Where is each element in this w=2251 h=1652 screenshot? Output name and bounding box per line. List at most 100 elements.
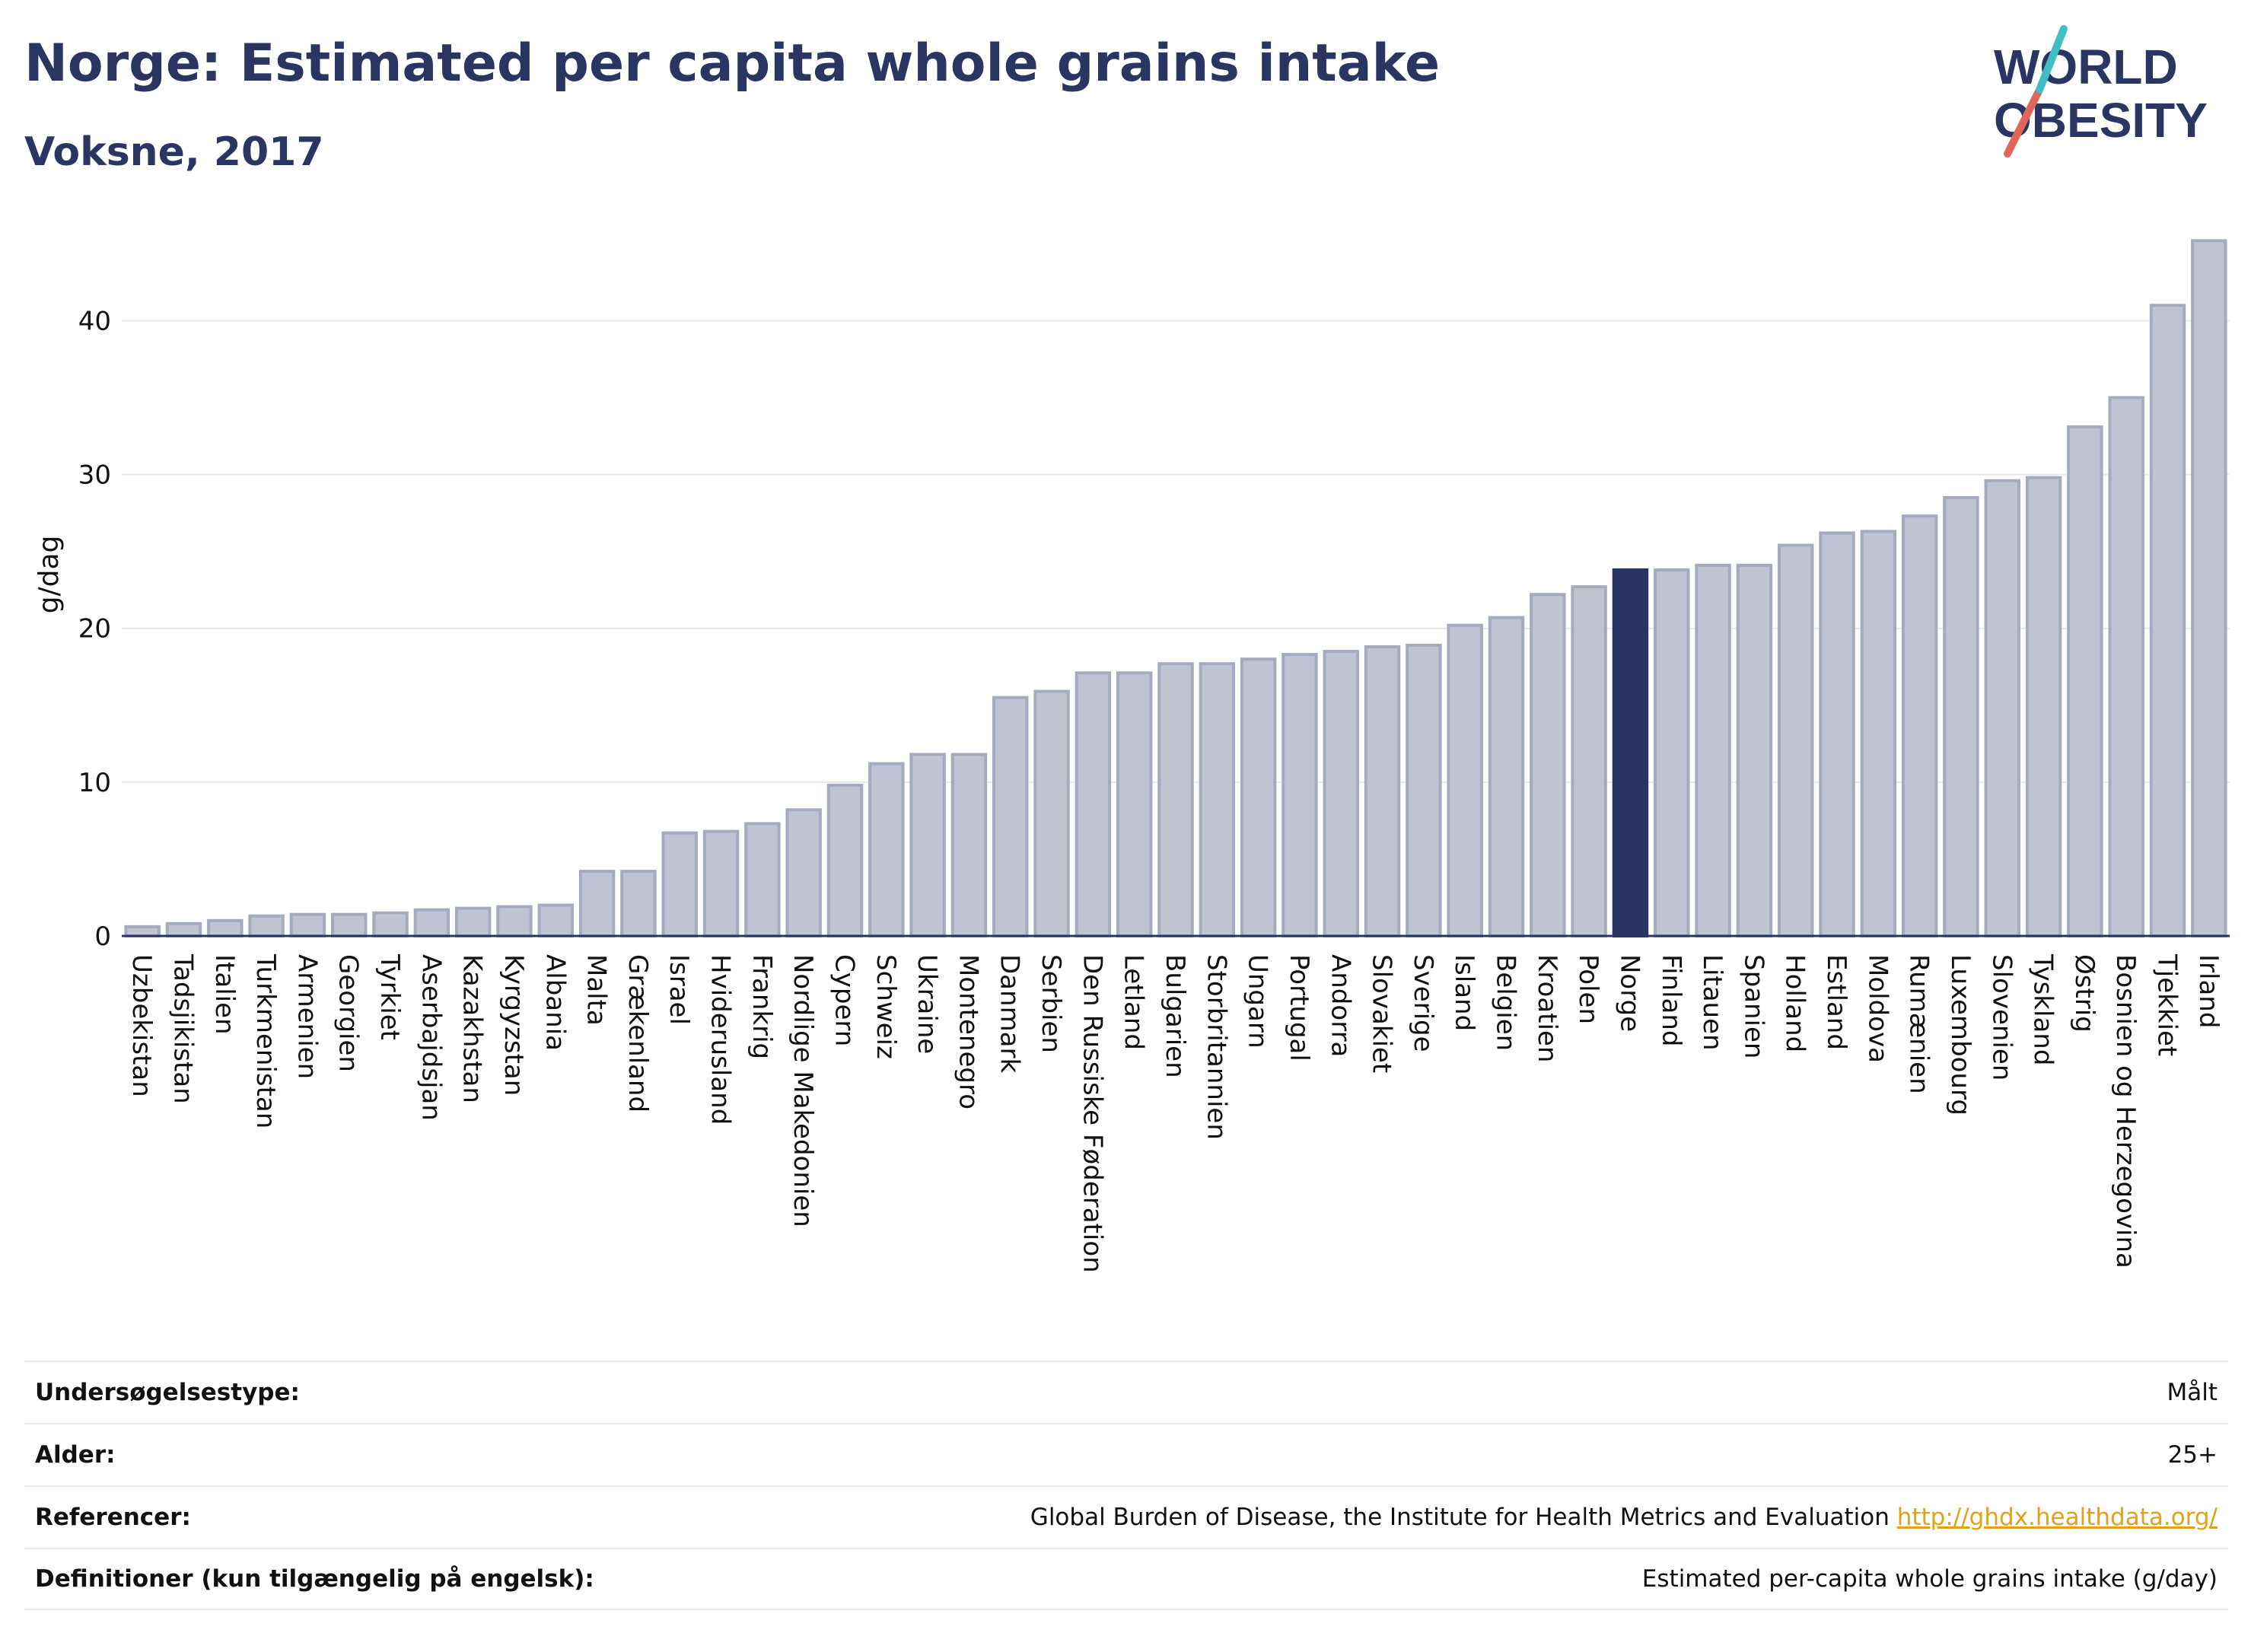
x-tick-label: Irland <box>2193 954 2224 1028</box>
x-tick-label: Georgien <box>333 954 364 1072</box>
x-tick-label: Tjekkiet <box>2152 953 2183 1056</box>
x-tick-label: Tyrkiet <box>374 953 405 1040</box>
bar-rumænien <box>1901 514 1938 937</box>
bar-den-russiske-føderation <box>1075 671 1112 937</box>
x-tick-label: Sverige <box>1408 954 1438 1052</box>
bars <box>124 239 2227 938</box>
y-tick-label: 40 <box>78 306 111 336</box>
meta-value: Estimated per-capita whole grains intake… <box>1641 1565 2218 1593</box>
bar-ungarn <box>1240 657 1277 937</box>
bar-belgien <box>1488 616 1525 938</box>
bar-polen <box>1571 585 1607 937</box>
x-tick-label: Portugal <box>1284 954 1314 1062</box>
bar-malta <box>578 870 616 937</box>
x-tick-label: Italien <box>209 954 240 1035</box>
metadata-table: Undersøgelsestype: Målt Alder: 25+ Refer… <box>24 1361 2228 1610</box>
bar-bulgarien <box>1157 662 1194 938</box>
bar-moldova <box>1860 530 1897 937</box>
meta-label: Definitioner (kun tilgængelig på engelsk… <box>35 1565 594 1593</box>
x-tick-label: Kazakhstan <box>457 954 488 1103</box>
chart-title: Norge: Estimated per capita whole grains… <box>24 33 1441 94</box>
bar-estland <box>1819 531 1855 937</box>
meta-row-survey-type: Undersøgelsestype: Målt <box>24 1361 2228 1423</box>
bar-nordlige-makedonien <box>785 808 822 938</box>
x-tick-label: Tyskland <box>2028 953 2058 1065</box>
x-tick-label: Norge <box>1614 954 1644 1032</box>
bar-kazakhstan <box>454 906 492 938</box>
bar-litauen <box>1695 563 1731 937</box>
bar-kroatien <box>1530 593 1566 938</box>
x-tick-label: Danmark <box>995 954 1025 1073</box>
x-tick-label: Serbien <box>1036 954 1066 1053</box>
meta-label: Referencer: <box>35 1504 191 1531</box>
x-tick-label: Kroatien <box>1532 954 1562 1062</box>
bar-tjekkiet <box>2149 304 2186 937</box>
world-obesity-logo: WORLD OBESITY <box>1994 25 2208 158</box>
bar-holland <box>1777 543 1814 937</box>
x-tick-label: Holland <box>1780 954 1810 1052</box>
bar-montenegro <box>950 753 988 938</box>
x-tick-label: Finland <box>1656 954 1686 1047</box>
meta-value: 25+ <box>2167 1441 2218 1469</box>
bar-georgien <box>331 912 368 938</box>
x-tick-label: Island <box>1449 954 1479 1031</box>
bar-tyrkiet <box>372 911 409 938</box>
x-tick-label: Malta <box>581 954 612 1026</box>
x-tick-label: Storbritannien <box>1201 954 1231 1140</box>
bar-aserbajdsjan <box>413 908 451 938</box>
bar-norge <box>1612 568 1649 937</box>
y-tick-label: 10 <box>78 768 111 798</box>
bar-uzbekistan <box>124 925 161 937</box>
x-tick-label: Polen <box>1573 954 1603 1024</box>
bar-danmark <box>992 695 1029 938</box>
bar-israel <box>661 831 698 937</box>
x-tick-labels: Uzbekistan Tadsjikistan Italien Turkmenista… <box>126 953 2224 1273</box>
meta-row-references: Referencer: Global Burden of Disease, th… <box>24 1485 2228 1548</box>
y-tick-label: 20 <box>78 614 111 645</box>
x-tick-label: Schweiz <box>871 954 901 1059</box>
x-tick-label: Kyrgyzstan <box>498 954 529 1096</box>
bar-italien <box>207 918 244 937</box>
x-tick-label: Estland <box>1821 954 1851 1050</box>
bar-østrig <box>2067 425 2103 937</box>
x-tick-label: Montenegro <box>953 954 983 1109</box>
x-tick-label: Uzbekistan <box>126 954 157 1097</box>
meta-label: Alder: <box>35 1441 116 1469</box>
meta-value: Målt <box>2167 1379 2218 1406</box>
x-tick-label: Hviderusland <box>705 954 736 1125</box>
x-tick-label: Andorra <box>1325 954 1355 1057</box>
bar-andorra <box>1323 650 1359 937</box>
bar-frankrig <box>744 822 781 937</box>
x-tick-label: Bulgarien <box>1160 954 1190 1078</box>
x-tick-label: Moldova <box>1862 954 1893 1063</box>
x-tick-label: Slovenien <box>1986 954 2017 1081</box>
bar-luxembourg <box>1943 495 1979 937</box>
x-tick-label: Cypern <box>829 954 859 1046</box>
bar-spanien <box>1736 563 1773 937</box>
x-tick-label: Den Russiske Føderation <box>1077 954 1107 1273</box>
bar-slovenien <box>1984 479 2021 937</box>
bar-tadsjikistan <box>165 921 202 938</box>
bar-serbien <box>1033 689 1070 937</box>
bar-cypern <box>826 783 864 938</box>
bar-albania <box>537 903 575 937</box>
logo-line1: WORLD <box>1994 40 2178 94</box>
axes: 0 10 20 30 40 g/dag <box>33 306 2230 952</box>
x-tick-label: Nordlige Makedonien <box>788 954 818 1227</box>
x-tick-label: Belgien <box>1491 954 1521 1051</box>
meta-value: Global Burden of Disease, the Institute … <box>1030 1504 2218 1531</box>
reference-link[interactable]: http://ghdx.healthdata.org/ <box>1896 1504 2218 1531</box>
y-tick-label: 30 <box>78 460 111 491</box>
bar-bosnien-og-herzegovina <box>2108 396 2144 937</box>
bar-turkmenistan <box>248 914 285 937</box>
bar-ukraine <box>909 753 946 938</box>
x-tick-label: Albania <box>540 954 570 1051</box>
bar-sverige <box>1406 643 1442 937</box>
bar-island <box>1447 623 1483 938</box>
chart-subtitle: Voksne, 2017 <box>24 129 324 175</box>
y-tick-label: 0 <box>94 921 111 952</box>
bar-slovakiet <box>1364 645 1401 937</box>
bar-armenien <box>289 912 326 938</box>
x-tick-label: Slovakiet <box>1367 954 1397 1073</box>
x-tick-label: Grækenland <box>622 954 653 1112</box>
